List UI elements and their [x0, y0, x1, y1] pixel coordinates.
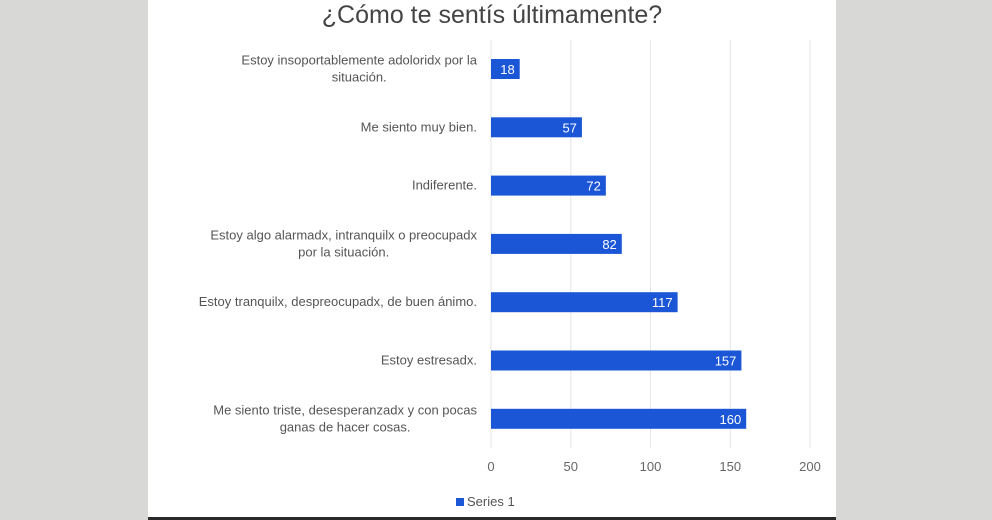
- bar: [491, 350, 742, 371]
- category-label: por la situación.: [298, 244, 389, 259]
- data-label: 82: [602, 237, 616, 252]
- bar: [491, 175, 606, 196]
- category-label: Me siento muy bien.: [361, 119, 477, 134]
- category-label: Estoy tranquilx, despreocupadx, de buen …: [199, 294, 477, 309]
- category-label: Indiferente.: [412, 178, 477, 193]
- legend-label: Series 1: [467, 494, 515, 509]
- bar: [491, 59, 520, 79]
- data-label: 117: [652, 295, 673, 310]
- category-label: Estoy insoportablemente adoloridx por la: [241, 53, 477, 68]
- chart-title: ¿Cómo te sentís últimamente?: [321, 1, 663, 29]
- bottom-border: [148, 517, 836, 520]
- bar: [491, 292, 678, 313]
- data-label: 57: [562, 120, 576, 135]
- category-label: ganas de hacer cosas.: [280, 419, 411, 434]
- legend: Series 1: [456, 494, 515, 509]
- x-tick-label: 200: [799, 459, 821, 474]
- bar: [491, 233, 622, 254]
- chart-panel: [148, 0, 836, 517]
- data-label: 18: [500, 62, 514, 77]
- data-label: 160: [719, 412, 741, 427]
- data-label: 157: [715, 354, 737, 369]
- category-label: situación.: [332, 70, 387, 85]
- bar: [491, 408, 747, 429]
- bar: [491, 117, 582, 138]
- legend-swatch: [456, 497, 464, 506]
- x-tick-label: 0: [487, 459, 494, 474]
- category-label: Estoy algo alarmadx, intranquilx o preoc…: [210, 227, 477, 242]
- category-label: Me siento triste, desesperanzadx y con p…: [213, 402, 477, 417]
- x-tick-label: 50: [564, 459, 578, 474]
- x-tick-label: 150: [719, 459, 741, 474]
- x-tick-label: 100: [640, 459, 662, 474]
- category-label: Estoy estresadx.: [381, 353, 477, 368]
- data-label: 72: [586, 179, 600, 194]
